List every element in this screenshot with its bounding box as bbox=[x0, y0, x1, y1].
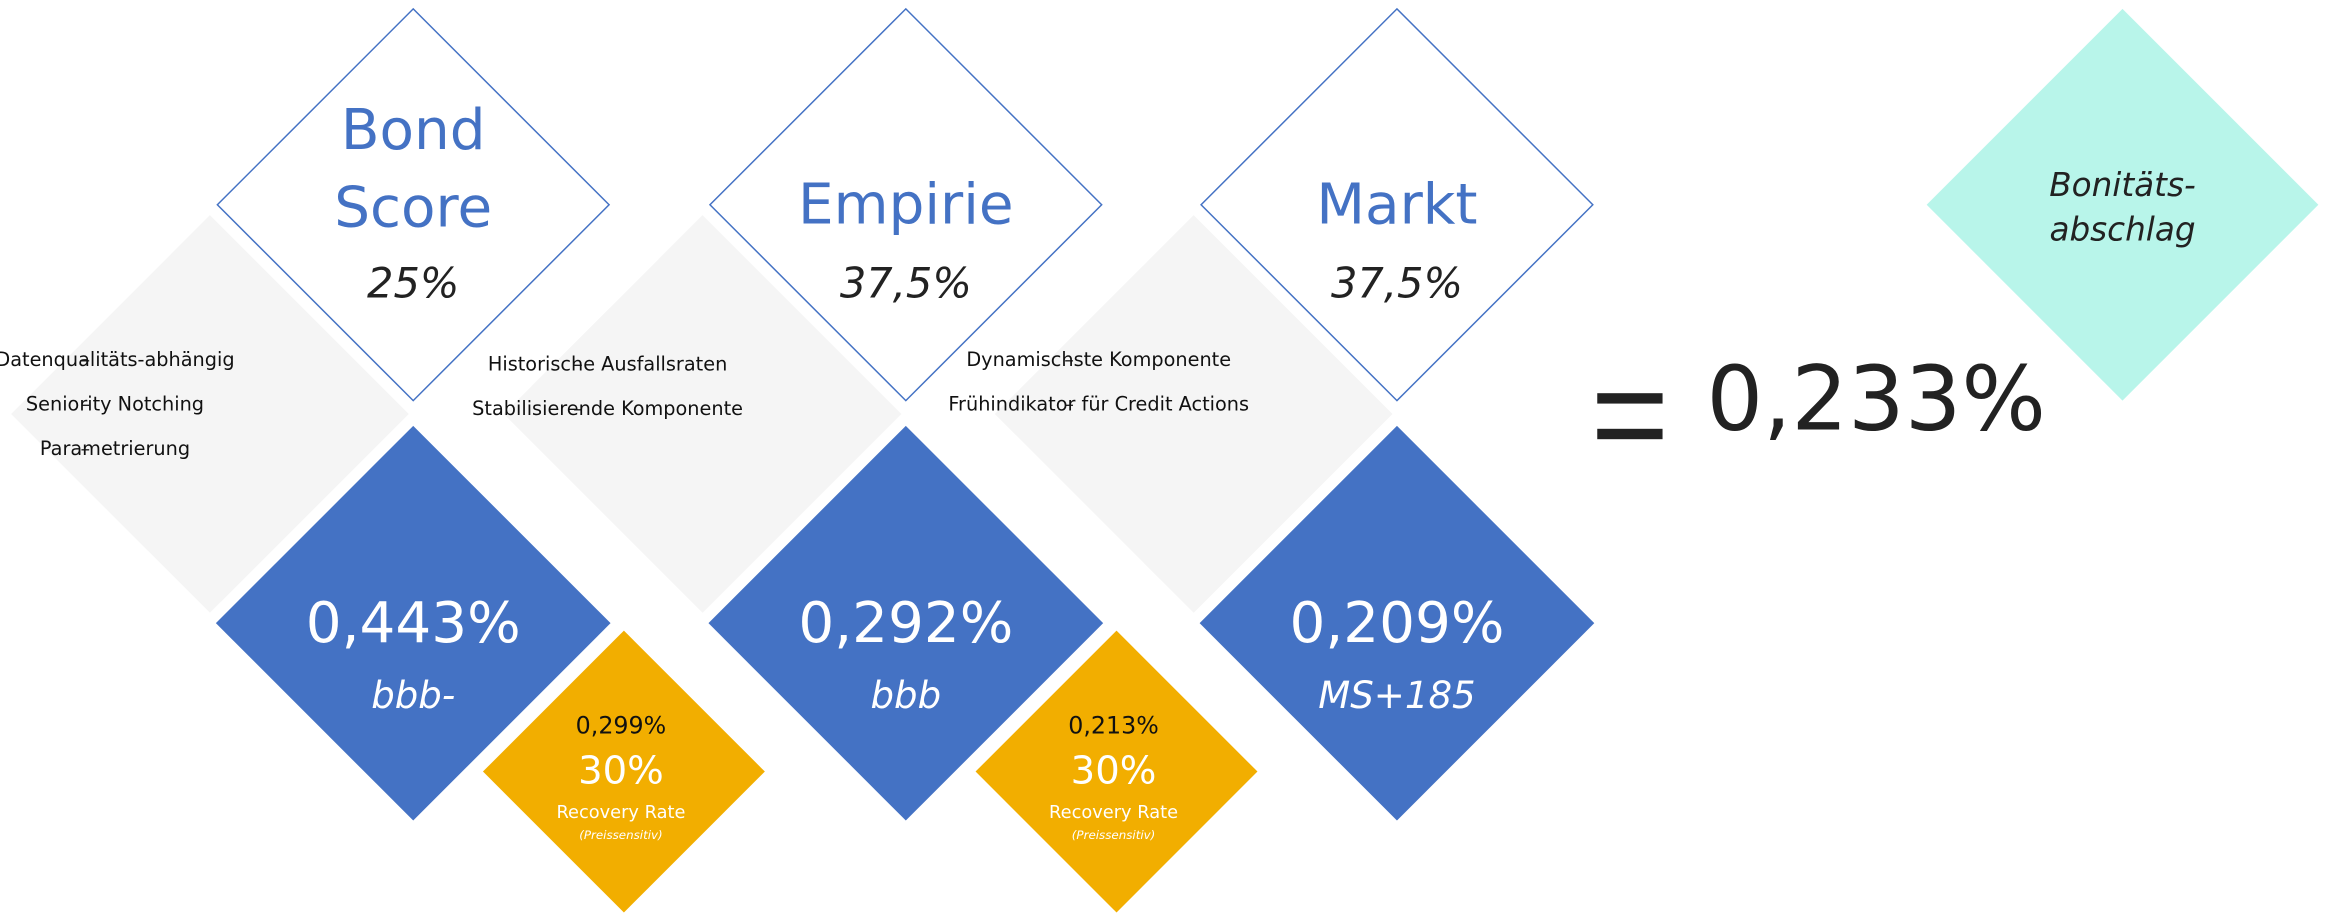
recovery-label: Recovery Rate bbox=[556, 802, 685, 823]
rating: bbb bbox=[871, 674, 942, 717]
spread-value: 0,443% bbox=[306, 591, 521, 656]
recovery-spread: 0,213% bbox=[1068, 712, 1158, 740]
rating: MS+185 bbox=[1318, 674, 1475, 717]
result-label: abschlag bbox=[2049, 210, 2195, 248]
result-diamond bbox=[1926, 8, 2319, 401]
recovery-label: Recovery Rate bbox=[1049, 802, 1178, 823]
value-diamond bbox=[215, 425, 611, 821]
bullet: Parametrierung bbox=[40, 437, 190, 460]
recovery-diamond bbox=[975, 630, 1258, 913]
title-diamond bbox=[1200, 7, 1594, 402]
result-value: 0,233% bbox=[1706, 346, 2045, 450]
component-title: Empirie bbox=[798, 172, 1014, 237]
weight: 37,5% bbox=[840, 258, 972, 307]
bullet-dash: – bbox=[1064, 393, 1074, 416]
title-diamond bbox=[708, 7, 1103, 402]
weight: 37,5% bbox=[1331, 258, 1463, 307]
info-diamond bbox=[503, 215, 902, 613]
bullet: Datenqualitäts-abhängig bbox=[0, 348, 235, 371]
bullet: Stabilisierende Komponente bbox=[472, 397, 743, 420]
bullet-dash: – bbox=[573, 353, 583, 376]
bullet: Seniority Notching bbox=[26, 393, 204, 416]
bullet-dash: – bbox=[80, 437, 90, 460]
info-diamond bbox=[11, 215, 409, 613]
recovery-rate: 30% bbox=[1071, 749, 1157, 794]
component-title: Markt bbox=[1316, 172, 1477, 237]
bullet: Historische Ausfallsraten bbox=[488, 353, 727, 376]
recovery-note: (Preissensitiv) bbox=[579, 828, 662, 842]
recovery-diamond bbox=[482, 630, 765, 913]
bullet-dash: – bbox=[1064, 348, 1074, 371]
result-label: Bonitäts- bbox=[2049, 166, 2195, 204]
component-title: Bond bbox=[341, 98, 486, 163]
bullet-dash: – bbox=[80, 393, 90, 416]
equals-bar bbox=[1597, 393, 1663, 404]
bullet: Dynamischste Komponente bbox=[966, 348, 1231, 371]
title-diamond bbox=[216, 7, 611, 402]
weight: 25% bbox=[367, 258, 459, 307]
bullet-dash: – bbox=[573, 397, 583, 420]
spread-value: 0,292% bbox=[798, 591, 1013, 656]
component-title: Score bbox=[334, 175, 492, 240]
bullet-dash: – bbox=[80, 348, 90, 371]
equals-bar bbox=[1597, 428, 1663, 440]
bullet: Frühindikator für Credit Actions bbox=[948, 393, 1249, 416]
recovery-rate: 30% bbox=[578, 749, 664, 794]
recovery-spread: 0,299% bbox=[576, 712, 667, 740]
recovery-note: (Preissensitiv) bbox=[1072, 828, 1155, 842]
spread-value: 0,209% bbox=[1289, 591, 1504, 656]
rating: bbb- bbox=[371, 674, 455, 717]
